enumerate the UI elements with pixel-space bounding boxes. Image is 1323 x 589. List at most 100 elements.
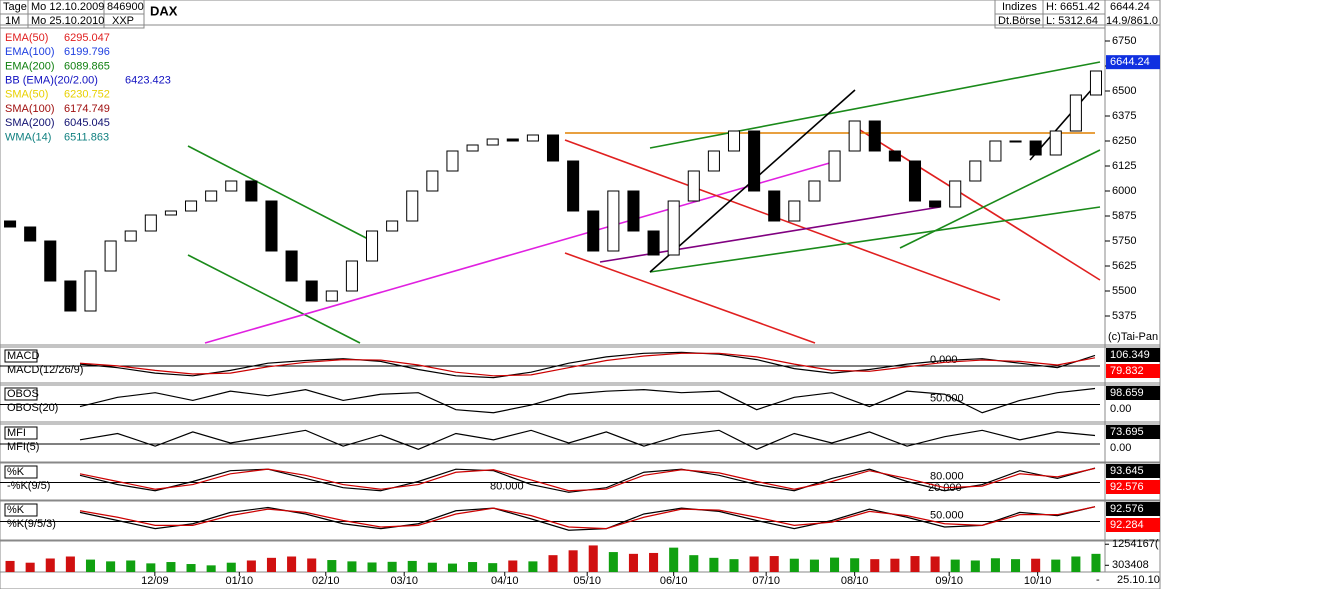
candle xyxy=(969,160,982,182)
candle xyxy=(888,150,901,162)
legend-value: 6511.863 xyxy=(64,131,109,143)
volume-bar xyxy=(789,558,799,572)
volume-bar xyxy=(548,555,558,572)
volume-bar xyxy=(729,559,739,572)
legend-value: 6045.045 xyxy=(64,117,110,129)
candle xyxy=(64,280,77,312)
y-tick-label: 6375 xyxy=(1112,110,1136,122)
legend-value: 6089.865 xyxy=(64,60,110,72)
candle xyxy=(365,230,379,262)
period: 1M xyxy=(5,15,20,27)
volume-bar xyxy=(769,556,779,572)
x-tick-label: 04/10 xyxy=(491,575,519,587)
y-tick-label: 6000 xyxy=(1112,185,1136,197)
candle xyxy=(546,134,560,162)
volume-bar xyxy=(508,560,518,572)
volume-bar xyxy=(910,556,920,572)
candle xyxy=(607,190,620,252)
y-tick-label: 5500 xyxy=(1112,285,1136,297)
group: Indizes xyxy=(1002,1,1037,13)
candle xyxy=(345,260,358,292)
candle xyxy=(647,230,660,256)
indicator-line xyxy=(79,467,1096,492)
indicator-line xyxy=(79,387,1096,414)
volume-bar xyxy=(447,563,457,572)
candle xyxy=(466,144,479,152)
candle xyxy=(185,200,198,212)
volume-bar xyxy=(608,552,618,572)
candle xyxy=(1049,130,1062,156)
panel-label-box xyxy=(4,503,38,517)
panel-label: MFI xyxy=(7,427,26,439)
volume-bar xyxy=(1051,559,1061,572)
candle xyxy=(748,130,761,192)
readout-box xyxy=(1106,348,1160,362)
y-tick-label: 6250 xyxy=(1112,135,1136,147)
volume-bar xyxy=(830,557,840,572)
volume-bar xyxy=(669,547,679,572)
high: H: 6651.42 xyxy=(1046,1,1100,13)
candle xyxy=(305,280,318,302)
candle xyxy=(265,200,278,252)
candle xyxy=(989,140,1002,162)
readout-box xyxy=(1106,518,1160,532)
candle xyxy=(1069,94,1082,132)
readout: 98.659 xyxy=(1110,387,1144,399)
candle xyxy=(205,190,218,202)
candle xyxy=(667,200,680,256)
level-label: 50.000 xyxy=(930,509,964,521)
volume-bar xyxy=(488,563,498,572)
y-tick-label: 5375 xyxy=(1112,310,1136,322)
readout-box xyxy=(1106,364,1160,378)
volume-bar xyxy=(709,557,719,572)
volume-bar xyxy=(226,562,236,572)
end-date: 25.10.10 xyxy=(1117,574,1160,586)
candle xyxy=(506,138,519,142)
candle xyxy=(386,220,399,232)
legend-name: EMA(200) xyxy=(5,60,55,72)
volume-bar xyxy=(266,557,277,572)
candle xyxy=(486,138,499,146)
volume-bar xyxy=(1011,559,1021,572)
candle xyxy=(567,160,580,212)
panel-sublabel: -%K(9/5) xyxy=(7,480,50,492)
volume-bar xyxy=(186,564,196,572)
candle xyxy=(144,214,157,232)
candle xyxy=(627,190,640,232)
panel-sublabel: OBOS(20) xyxy=(7,402,58,414)
candle xyxy=(164,210,177,216)
y-tick-label: 1254167( xyxy=(1112,538,1159,550)
candle xyxy=(908,160,922,202)
volume-bar xyxy=(890,558,900,572)
panel-label-box xyxy=(4,349,38,363)
readout: 93.645 xyxy=(1110,465,1144,477)
legend-value: 6423.423 xyxy=(125,75,171,87)
readout-box xyxy=(1106,480,1160,494)
volume-bar xyxy=(1091,553,1101,572)
legend-name: SMA(200) xyxy=(5,117,55,129)
volume-bar xyxy=(990,558,1000,572)
candle xyxy=(104,240,117,272)
legend-value: 6295.047 xyxy=(64,32,110,44)
exchange-code: XXP xyxy=(112,15,134,27)
volume-bar xyxy=(387,561,397,572)
indicator-line xyxy=(79,506,1096,531)
readout: 92.576 xyxy=(1110,503,1144,515)
readout: 73.695 xyxy=(1110,426,1144,438)
x-tick-label: 02/10 xyxy=(312,575,340,587)
level-label: 80.000 xyxy=(930,470,964,482)
panel-label-box xyxy=(4,465,38,479)
volume-bar xyxy=(870,559,880,572)
x-tick-label: 12/09 xyxy=(141,575,169,587)
indicator-line xyxy=(79,352,1096,377)
readout: 106.349 xyxy=(1110,349,1150,361)
panel-label: OBOS xyxy=(7,388,39,400)
end-mark: - xyxy=(1096,574,1100,586)
from-date: Mo 12.10.2009 xyxy=(31,1,104,13)
readout: 79.832 xyxy=(1110,365,1144,377)
candle xyxy=(325,290,338,302)
legend-value: 6174.749 xyxy=(64,103,110,115)
panel-frame xyxy=(0,384,1161,423)
volume-bar xyxy=(85,559,96,572)
candle xyxy=(4,220,17,228)
